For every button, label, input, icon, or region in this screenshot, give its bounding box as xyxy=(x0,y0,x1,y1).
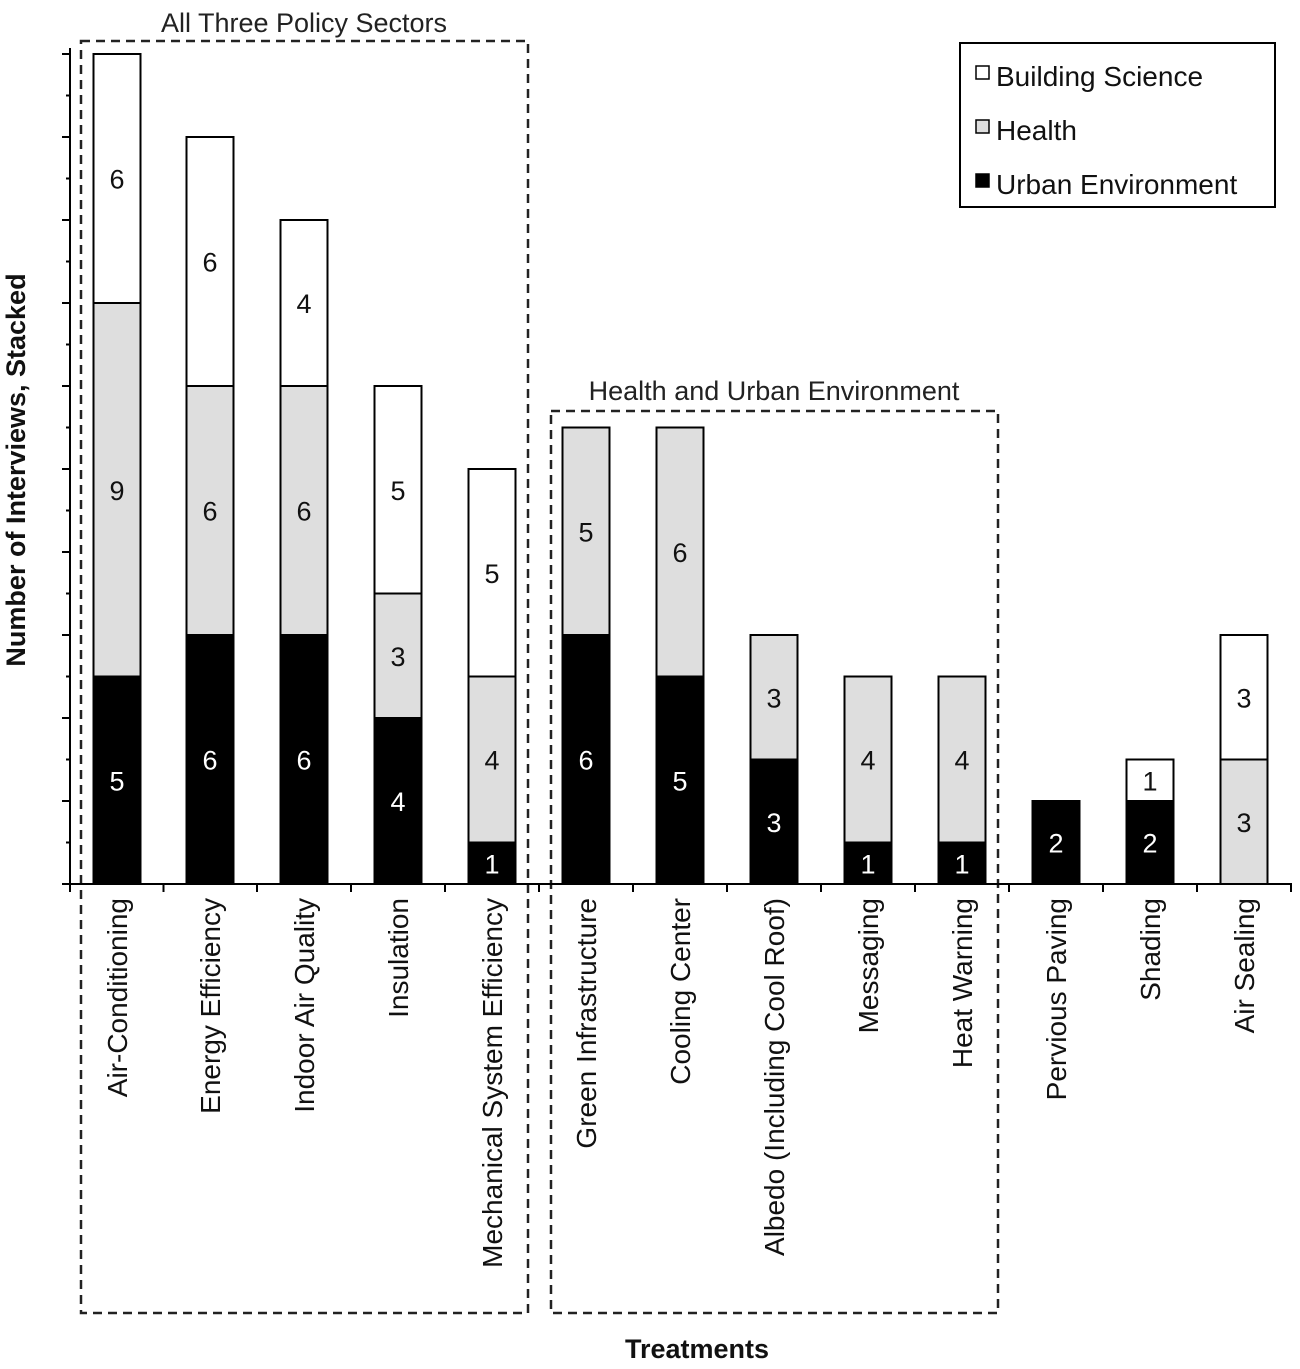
data-label: 6 xyxy=(109,165,124,195)
bar-segment xyxy=(185,634,235,885)
data-label: 1 xyxy=(484,849,499,879)
bar-segment xyxy=(92,53,142,304)
bar-segment xyxy=(467,468,517,678)
bar-segment xyxy=(843,675,893,844)
data-label: 4 xyxy=(296,289,311,319)
group-label: All Three Policy Sectors xyxy=(161,8,447,38)
bar-segment xyxy=(937,675,987,844)
data-label: 1 xyxy=(860,849,875,879)
bar-segment xyxy=(1125,758,1175,802)
data-label: 6 xyxy=(578,746,593,776)
bar-segment xyxy=(749,634,799,761)
data-label: 3 xyxy=(390,642,405,672)
category-label: Messaging xyxy=(853,898,884,1033)
group-box xyxy=(79,39,530,1315)
data-label: 3 xyxy=(1236,808,1251,838)
data-label: 1 xyxy=(1142,766,1157,796)
legend-entry: Urban Environment xyxy=(996,169,1237,200)
data-label: 3 xyxy=(766,683,781,713)
data-label: 4 xyxy=(484,746,499,776)
bar-segment xyxy=(373,592,423,719)
bar-segment xyxy=(1219,634,1269,761)
legend-swatch xyxy=(975,173,990,188)
category-label: Green Infrastructure xyxy=(571,898,602,1149)
legend-entry: Building Science xyxy=(996,61,1203,92)
bar-segment xyxy=(92,302,142,678)
legend: Building Science Health Urban Environment xyxy=(959,42,1276,208)
category-label: Albedo (Including Cool Roof) xyxy=(759,898,790,1256)
group-label: Health and Urban Environment xyxy=(589,376,960,406)
data-label: 6 xyxy=(202,497,217,527)
data-label: 6 xyxy=(296,746,311,776)
x-axis-title: Treatments xyxy=(625,1334,769,1364)
y-axis-title: Number of Interviews, Stacked xyxy=(1,273,31,666)
category-label: Cooling Center xyxy=(665,898,696,1085)
category-label: Mechanical System Efficiency xyxy=(477,898,508,1268)
category-label: Shading xyxy=(1135,898,1166,1001)
bar-segment xyxy=(185,136,235,387)
bars: 5 9 6 6 6 6 6 6 4 4 3 5 1 4 5 6 5 5 6 3 3 1 4 1 4 2 2 1 3 3 xyxy=(92,53,1269,885)
category-label: Energy Efficiency xyxy=(195,898,226,1114)
data-label: 6 xyxy=(202,248,217,278)
data-label: 6 xyxy=(672,538,687,568)
data-label: 3 xyxy=(1236,683,1251,713)
data-label: 5 xyxy=(109,766,124,796)
bar-segment xyxy=(279,219,329,387)
data-label: 5 xyxy=(484,559,499,589)
bar-segment xyxy=(467,675,517,844)
data-label: 4 xyxy=(390,787,405,817)
legend-box xyxy=(959,42,1276,208)
legend-entry: Health xyxy=(996,115,1077,146)
bar-segment xyxy=(279,385,329,636)
bar-segment xyxy=(92,675,142,885)
category-label: Indoor Air Quality xyxy=(289,898,320,1113)
category-label: Insulation xyxy=(383,898,414,1018)
data-label: 6 xyxy=(296,497,311,527)
data-label: 4 xyxy=(860,746,875,776)
data-label: 6 xyxy=(202,746,217,776)
bar-segment xyxy=(561,426,611,636)
data-label: 1 xyxy=(954,849,969,879)
bar-segment xyxy=(373,385,423,595)
data-label: 5 xyxy=(390,476,405,506)
bar-segment xyxy=(843,841,893,885)
bar-segment xyxy=(655,426,705,678)
category-label: Air-Conditioning xyxy=(102,898,133,1097)
category-label: Pervious Paving xyxy=(1041,898,1072,1100)
data-label: 2 xyxy=(1048,829,1063,859)
data-label: 9 xyxy=(109,476,124,506)
group-boxes: All Three Policy Sectors Health and Urban… xyxy=(79,8,1000,1315)
data-label: 2 xyxy=(1142,829,1157,859)
data-label: 5 xyxy=(672,766,687,796)
data-label: 4 xyxy=(954,746,969,776)
category-labels: Air-Conditioning Energy Efficiency Indoor … xyxy=(102,898,1260,1268)
data-label: 5 xyxy=(578,517,593,547)
legend-swatch xyxy=(975,65,990,80)
bar-segment xyxy=(1031,800,1081,885)
category-label: Heat Warning xyxy=(947,898,978,1068)
data-label: 3 xyxy=(766,808,781,838)
bar-segment xyxy=(185,385,235,636)
legend-swatch xyxy=(975,119,990,134)
category-label: Air Sealing xyxy=(1229,898,1260,1033)
